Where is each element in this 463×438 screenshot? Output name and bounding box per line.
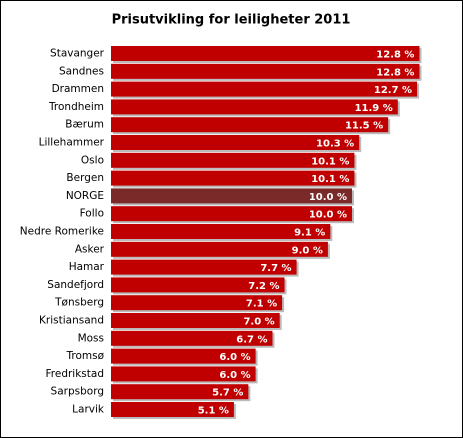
bar (111, 330, 273, 346)
bar (111, 81, 418, 97)
bar (111, 224, 331, 239)
value-label: 7.1 % (246, 299, 277, 310)
bar (111, 295, 283, 311)
value-label: 12.8 % (376, 50, 414, 61)
bar (111, 277, 285, 293)
value-label: 5.1 % (198, 406, 229, 417)
bar (111, 366, 256, 382)
category-label: Follo (80, 208, 104, 220)
bar (111, 63, 420, 79)
category-label: Drammen (52, 83, 104, 95)
bar (111, 99, 398, 115)
value-label: 10.1 % (311, 174, 349, 185)
category-label: Fredrikstad (46, 368, 105, 380)
bar (111, 348, 256, 364)
value-label: 6.0 % (219, 352, 250, 363)
category-label: Sarpsborg (51, 386, 104, 398)
value-label: 10.3 % (316, 139, 354, 150)
value-label: 6.7 % (236, 334, 267, 345)
value-label: 11.9 % (355, 103, 393, 114)
bar (111, 188, 352, 204)
category-label: Sandefjord (47, 279, 104, 291)
category-label: Larvik (72, 404, 105, 416)
value-label: 12.8 % (376, 67, 414, 78)
category-label: Oslo (81, 154, 104, 166)
category-label: Nedre Romerike (20, 226, 104, 238)
category-label: NORGE (66, 190, 104, 202)
bar (111, 384, 249, 400)
category-label: Asker (75, 243, 105, 255)
chart-title: Prisutvikling for leiligheter 2011 (112, 13, 351, 28)
bar (111, 46, 420, 61)
value-label: 10.0 % (309, 192, 347, 203)
category-label: Tønsberg (54, 297, 104, 309)
bar (111, 152, 355, 168)
bar (111, 402, 234, 417)
bar (111, 259, 297, 275)
category-label: Hamar (69, 261, 105, 273)
category-label: Stavanger (50, 48, 105, 60)
bar (111, 117, 389, 133)
category-label: Bergen (66, 172, 104, 184)
value-label: 7.7 % (260, 263, 291, 274)
value-label: 5.7 % (212, 388, 243, 399)
category-label: Sandnes (59, 65, 104, 77)
value-label: 9.0 % (292, 245, 323, 256)
value-label: 7.0 % (243, 317, 274, 328)
bar (111, 313, 280, 328)
category-label: Bærum (65, 119, 104, 131)
bar (111, 206, 352, 222)
bar (111, 170, 355, 186)
value-label: 10.1 % (311, 156, 349, 167)
bar (111, 135, 360, 150)
category-label: Tromsø (65, 350, 104, 362)
category-label: Kristiansand (39, 315, 104, 327)
value-label: 9.1 % (294, 228, 325, 239)
category-label: Moss (78, 332, 104, 344)
bar (111, 241, 328, 257)
category-label: Lillehammer (39, 137, 105, 149)
value-label: 7.2 % (248, 281, 279, 292)
category-label: Trondheim (48, 101, 104, 113)
value-label: 12.7 % (374, 85, 412, 96)
value-label: 6.0 % (219, 370, 250, 381)
value-label: 11.5 % (345, 121, 383, 132)
value-label: 10.0 % (309, 210, 347, 221)
